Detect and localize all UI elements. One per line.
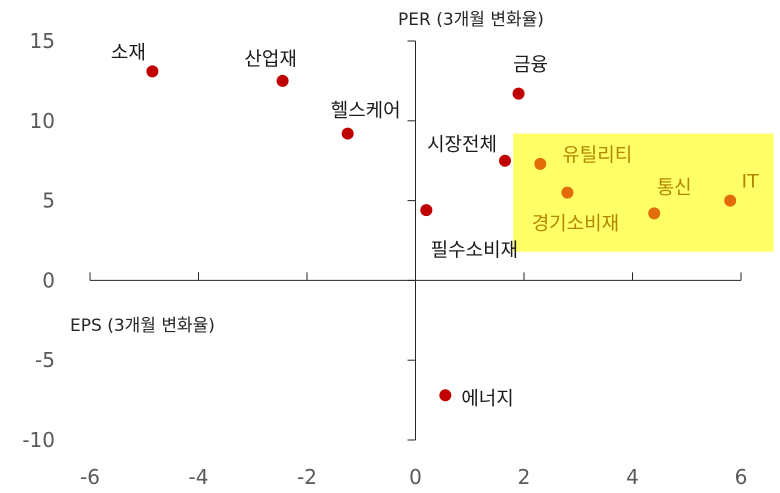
point-label: 시장전체	[427, 134, 497, 156]
point-label: IT	[742, 171, 760, 193]
data-points	[146, 65, 737, 402]
x-tick-label: -4	[189, 465, 209, 489]
data-point	[724, 194, 737, 207]
data-point	[146, 65, 159, 78]
y-tick-label: 5	[42, 189, 55, 213]
point-label: 헬스케어	[331, 100, 401, 122]
point-label: 산업재	[244, 48, 296, 70]
point-label: 유틸리티	[562, 144, 632, 166]
x-tick-label: 6	[735, 465, 748, 489]
data-point	[420, 204, 433, 217]
point-label: 금융	[513, 54, 548, 76]
data-point	[534, 157, 547, 170]
data-point	[512, 87, 525, 100]
point-label: 소재	[111, 41, 146, 63]
point-label: 에너지	[461, 387, 513, 409]
y-tick-label: -5	[35, 348, 55, 372]
data-point	[561, 186, 574, 199]
data-point	[439, 389, 452, 402]
data-point	[648, 207, 661, 220]
axes	[89, 40, 742, 441]
x-axis-title: EPS (3개월 변화율)	[70, 316, 215, 336]
y-tick-label: 10	[30, 109, 55, 133]
x-tick-label: 4	[626, 465, 639, 489]
point-label: 통신	[657, 176, 692, 198]
y-tick-label: 0	[42, 268, 55, 292]
point-label: 필수소비재	[431, 239, 518, 261]
x-tick-label: -2	[297, 465, 317, 489]
x-tick-label: 2	[518, 465, 531, 489]
tick-labels: -6 -4 -2 0 2 4 6 -10 -5 0 5 10 15	[22, 29, 747, 489]
point-label: 경기소비재	[532, 213, 619, 235]
data-point	[499, 154, 512, 167]
y-tick-label: 15	[30, 29, 55, 53]
highlight-region	[513, 133, 774, 252]
x-tick-label: 0	[409, 465, 422, 489]
data-point	[341, 127, 354, 140]
y-axis-title: PER (3개월 변화율)	[398, 10, 544, 30]
x-tick-label: -6	[80, 465, 100, 489]
data-point	[276, 74, 289, 87]
y-tick-label: -10	[22, 428, 55, 452]
